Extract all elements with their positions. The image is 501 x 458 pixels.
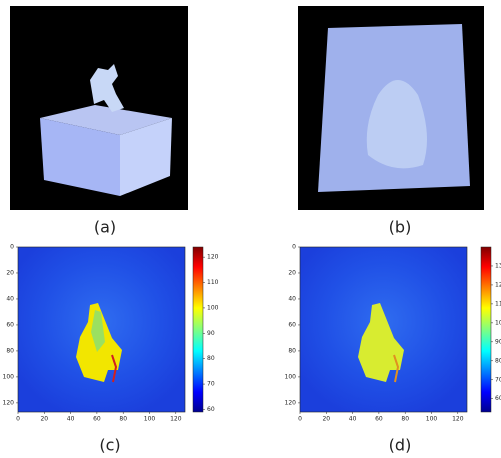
colorbar-tick-label: 100 [495,319,501,326]
colorbar-tick-label: 70 [495,376,501,383]
y-tick-label: 40 [288,295,296,302]
colorbar-tick-label: 110 [207,279,219,286]
x-tick-label: 20 [322,416,330,423]
render-b [298,6,484,210]
x-tick-label: 0 [298,416,302,423]
colorbar-tick-label: 90 [495,338,501,345]
caption: (c) [99,436,120,455]
x-tick-label: 100 [426,416,438,423]
y-tick-label: 0 [10,244,14,251]
x-tick-label: 0 [16,416,20,423]
x-tick-label: 120 [452,416,464,423]
y-tick-label: 20 [6,269,14,276]
y-tick-label: 0 [292,244,296,251]
caption: (d) [389,436,412,455]
y-tick-label: 120 [285,399,297,406]
colorbar-tick-label: 70 [207,381,215,388]
render-a [10,6,188,210]
x-tick-label: 40 [349,416,357,423]
colorbar-tick-label: 120 [207,254,219,261]
colorbar-tick-label: 90 [207,330,215,337]
heatmap-d [300,247,491,412]
x-tick-label: 60 [93,416,101,423]
colorbar-tick-label: 60 [207,406,215,413]
y-tick-label: 100 [3,373,15,380]
colorbar-tick-label: 120 [495,281,501,288]
colorbar-tick-label: 80 [207,355,215,362]
x-tick-label: 100 [144,416,156,423]
colorbar-tick-label: 130 [495,262,501,269]
x-tick-label: 80 [401,416,409,423]
x-tick-label: 60 [375,416,383,423]
colorbar-tick-label: 110 [495,300,501,307]
y-tick-label: 100 [285,373,297,380]
x-tick-label: 20 [40,416,48,423]
y-tick-label: 40 [6,295,14,302]
y-tick-label: 80 [6,347,14,354]
y-tick-label: 80 [288,347,296,354]
colorbar-tick-label: 80 [495,357,501,364]
y-tick-label: 60 [6,321,14,328]
figure: (a) (b) (c) 0 20 40 60 80 100 120 0 20 40 60 80 100 120 6… [0,0,501,458]
x-tick-label: 80 [119,416,127,423]
caption: (b) [389,218,412,237]
x-tick-label: 40 [67,416,75,423]
y-tick-label: 60 [288,321,296,328]
colorbar-tick-label: 100 [207,304,219,311]
y-tick-label: 20 [288,269,296,276]
caption: (a) [94,218,116,237]
colorbar-tick-label: 60 [495,395,501,402]
x-tick-label: 120 [170,416,182,423]
y-tick-label: 120 [3,399,15,406]
heatmap-c [18,247,203,412]
